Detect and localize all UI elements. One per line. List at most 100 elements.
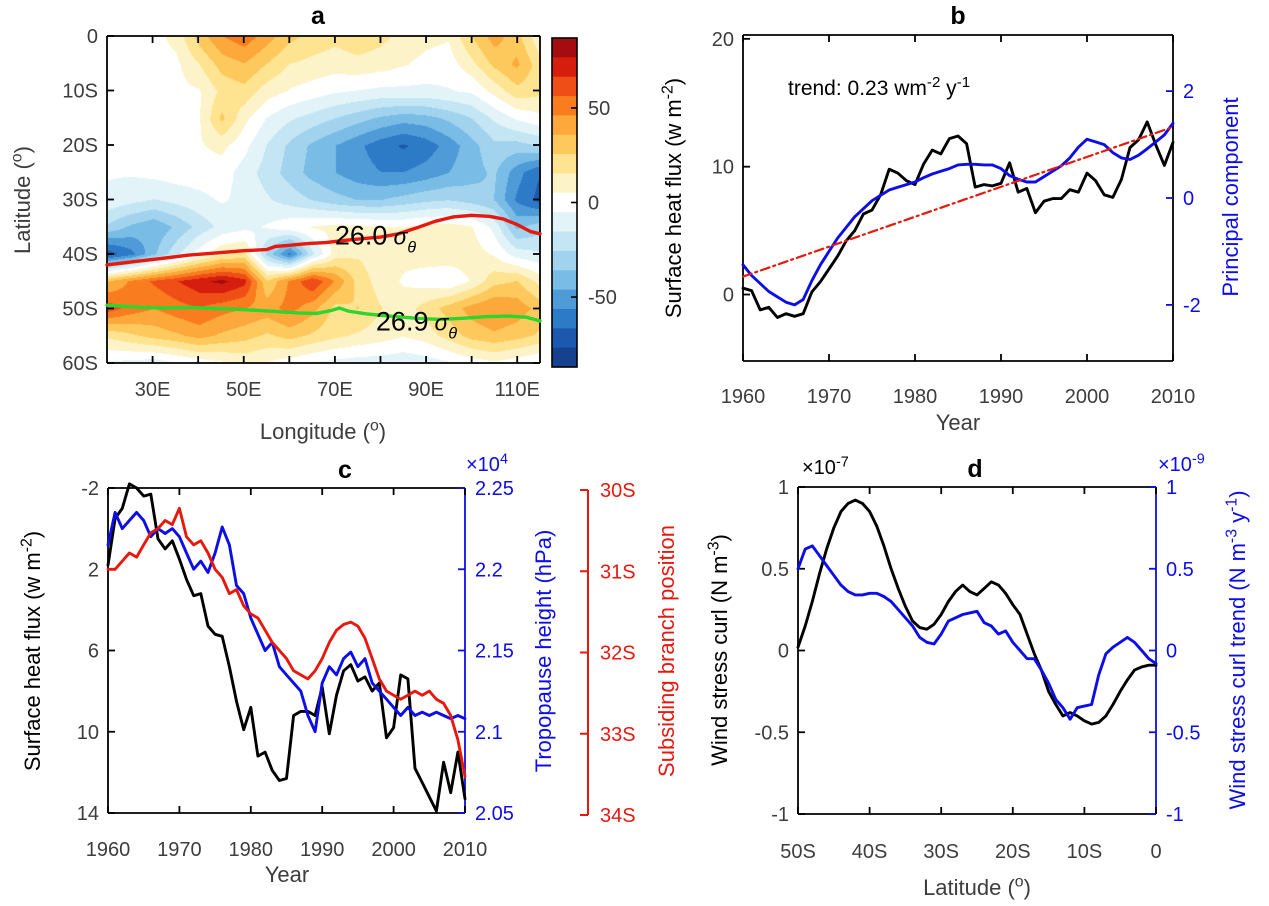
y-tick-label-right: 0.5 bbox=[1166, 559, 1194, 581]
colorbar-band bbox=[552, 57, 577, 78]
y-tick-label-left: 6 bbox=[88, 641, 99, 663]
colorbar-band bbox=[552, 270, 577, 291]
colorbar-band bbox=[552, 173, 577, 194]
colorbar-tick-label: 50 bbox=[588, 98, 610, 120]
y-tick-label-left: 1 bbox=[778, 477, 789, 499]
y-tick-label: 10S bbox=[62, 81, 98, 103]
panel-c-right-ylabel: Tropopause height (hPa) bbox=[531, 530, 556, 773]
x-tick-label: 1970 bbox=[157, 839, 202, 861]
y-tick-label-left: 10 bbox=[77, 722, 99, 744]
series-surface-heat-flux bbox=[106, 482, 467, 813]
panel-d-xlabel: Latitude (o) bbox=[923, 874, 1031, 900]
series-tropopause-height bbox=[106, 510, 467, 734]
panel-d-left-multiplier: ×10-7 bbox=[802, 454, 849, 479]
panel-c-title: c bbox=[338, 456, 352, 484]
generated-chart-graphics: 30E 50E 70E 90E 110E 0 10S 20S 30S 40S 50S 60S Longi… bbox=[9, 26, 1250, 900]
x-tick-label: 50E bbox=[226, 379, 262, 401]
trend-annotation: trend: 0.23 wm-2 y-1 bbox=[788, 74, 970, 100]
y-tick-label: 0 bbox=[87, 26, 98, 48]
aux-tick-label: 34S bbox=[600, 805, 636, 827]
x-tick-label: 1980 bbox=[229, 839, 274, 861]
y-tick-label-right: 2 bbox=[1183, 81, 1194, 103]
panel-a-xlabel: Longitude (o) bbox=[260, 418, 386, 444]
panel-b-left-ylabel: Surface heat flux (w m-2) bbox=[660, 78, 686, 318]
aux-tick-label: 32S bbox=[600, 643, 636, 665]
x-tick-label: 1960 bbox=[721, 386, 766, 408]
x-tick-label: 50S bbox=[780, 841, 816, 863]
panel-d-left-ylabel: Wind stress curl (N m-3) bbox=[706, 534, 732, 766]
x-tick-label: 10S bbox=[1067, 841, 1103, 863]
y-tick-label: 60S bbox=[62, 353, 98, 375]
colorbar-band bbox=[552, 76, 577, 97]
y-tick-label-left: -0.5 bbox=[755, 722, 789, 744]
x-tick-label: 20S bbox=[995, 841, 1031, 863]
x-tick-label: 1970 bbox=[807, 386, 852, 408]
x-tick-label: 1990 bbox=[300, 839, 345, 861]
panel-b-title: b bbox=[950, 2, 965, 30]
colorbar-band bbox=[552, 115, 577, 136]
colorbar-band bbox=[552, 308, 577, 329]
colorbar-band bbox=[552, 347, 577, 368]
panel-b-right-ylabel: Principal component bbox=[1218, 97, 1243, 296]
colorbar-band bbox=[552, 96, 577, 116]
y-tick-label-right: -0.5 bbox=[1166, 722, 1200, 744]
y-tick-label-right: 1 bbox=[1166, 477, 1177, 499]
y-tick-label-right: 2.2 bbox=[475, 559, 503, 581]
panel-b-xlabel: Year bbox=[936, 410, 980, 435]
contour-label-isopycnal-26.9: 26.9 σθ bbox=[376, 306, 457, 342]
panel-d-right-ylabel: Wind stress curl trend (N m-3 y-1) bbox=[1224, 490, 1250, 809]
panel-a-ylabel: Latitude (o) bbox=[9, 146, 35, 254]
y-tick-label-right: 2.1 bbox=[475, 722, 503, 744]
y-tick-label-right: 2.25 bbox=[475, 478, 514, 500]
y-tick-label: 30S bbox=[62, 190, 98, 212]
colorbar-band bbox=[552, 192, 577, 213]
aux-tick-label: 33S bbox=[600, 724, 636, 746]
y-tick-label-right: 0 bbox=[1166, 641, 1177, 663]
x-tick-label: 2010 bbox=[443, 839, 488, 861]
y-tick-label-left: 14 bbox=[77, 803, 99, 825]
x-tick-label: 2000 bbox=[1065, 386, 1110, 408]
y-tick-label-left: -2 bbox=[81, 478, 99, 500]
y-tick-label-left: 2 bbox=[88, 559, 99, 581]
y-tick-label-left: 0 bbox=[723, 285, 734, 307]
colorbar-tick-label: 0 bbox=[588, 193, 599, 215]
x-tick-label: 0 bbox=[1150, 841, 1161, 863]
y-tick-label-left: 0.5 bbox=[761, 559, 789, 581]
contour-isopycnal-26.0 bbox=[105, 213, 542, 267]
colorbar-band bbox=[552, 134, 577, 155]
x-tick-label: 1980 bbox=[893, 386, 938, 408]
panel-c-left-ylabel: Surface heat flux (w m-2) bbox=[19, 531, 45, 771]
colorbar-band bbox=[552, 154, 577, 174]
x-tick-label: 70E bbox=[317, 379, 353, 401]
colorbar-band bbox=[552, 250, 577, 271]
aux-tick-label: 30S bbox=[600, 480, 636, 502]
x-tick-label: 40S bbox=[852, 841, 888, 863]
x-tick-label: 30S bbox=[923, 841, 959, 863]
y-tick-label-right: 2.05 bbox=[475, 803, 514, 825]
x-tick-label: 1990 bbox=[979, 386, 1024, 408]
panel-c-xlabel: Year bbox=[265, 862, 309, 887]
y-tick-label-left: 10 bbox=[712, 157, 734, 179]
series-wind-stress-curl-trend bbox=[796, 544, 1158, 721]
series-subsiding-branch-position bbox=[106, 506, 467, 778]
contour-label-isopycnal-26.0: 26.0 σθ bbox=[335, 221, 416, 257]
y-tick-label-left: 0 bbox=[778, 641, 789, 663]
series-principal-component bbox=[741, 121, 1175, 307]
y-tick-label: 50S bbox=[62, 299, 98, 321]
panel-a-title: a bbox=[311, 2, 326, 30]
panel-c-right-multiplier: ×104 bbox=[466, 451, 508, 476]
colorbar-band bbox=[552, 231, 577, 252]
x-tick-label: 90E bbox=[408, 379, 444, 401]
series-surface-heat-flux bbox=[741, 120, 1175, 319]
panel-d-title: d bbox=[967, 455, 982, 483]
y-tick-label-left: -1 bbox=[771, 804, 789, 826]
x-tick-label: 1960 bbox=[86, 839, 131, 861]
y-tick-label: 20S bbox=[62, 135, 98, 157]
panel-c-aux-ylabel: Subsiding branch position bbox=[654, 525, 679, 777]
colorbar-tick-label: -50 bbox=[588, 287, 617, 309]
x-tick-label: 2000 bbox=[371, 839, 416, 861]
contour-isopycnal-26.9 bbox=[105, 303, 542, 323]
y-tick-label: 40S bbox=[62, 244, 98, 266]
panel-d-right-multiplier: ×10-9 bbox=[1158, 451, 1205, 476]
